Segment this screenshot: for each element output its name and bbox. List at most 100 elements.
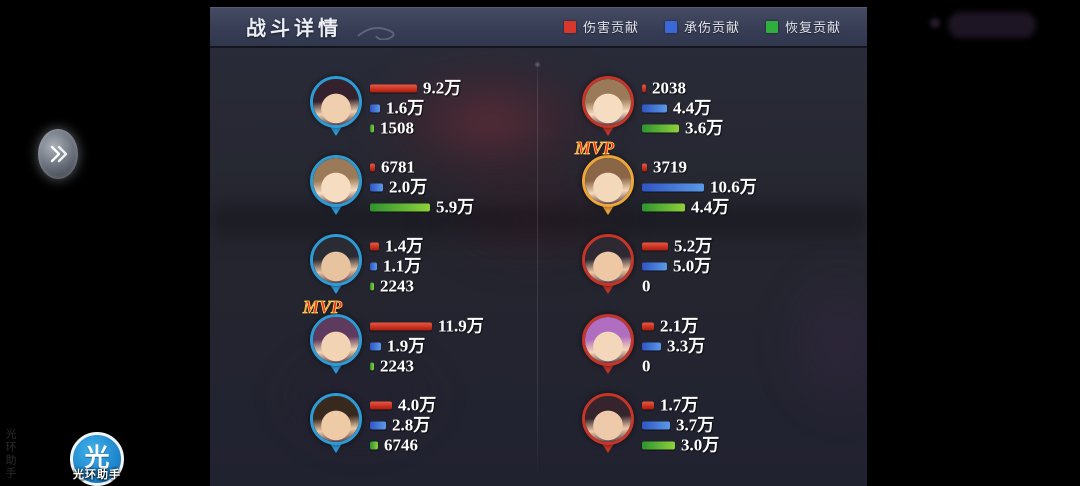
character-avatar[interactable] xyxy=(310,314,362,378)
halo-assistant-floating-button[interactable]: 光 xyxy=(70,432,124,486)
healing-value: 0 xyxy=(642,276,651,296)
avatar-ring xyxy=(310,314,362,366)
halo-logo-icon: 光 xyxy=(84,444,110,472)
avatar-ring xyxy=(310,393,362,445)
character-avatar[interactable] xyxy=(310,76,362,140)
character-avatar[interactable] xyxy=(310,234,362,298)
tanking-stat: 1.6万 xyxy=(370,100,575,117)
contribution-stats: 3719 10.6万 4.4万 xyxy=(642,159,847,216)
avatar-portrait-male-dark-hair xyxy=(585,237,631,283)
character-avatar[interactable] xyxy=(582,155,634,219)
damage-bar xyxy=(370,401,392,409)
damage-bar xyxy=(642,84,646,92)
tanking-bar xyxy=(370,421,386,429)
damage-stat: 4.0万 xyxy=(370,397,575,414)
tanking-bar xyxy=(642,262,667,270)
legend-swatch-icon xyxy=(563,20,576,33)
avatar-portrait-girl-pink-hair xyxy=(585,317,631,363)
damage-value: 9.2万 xyxy=(423,78,462,98)
damage-bar xyxy=(642,322,654,330)
tanking-value: 1.9万 xyxy=(387,336,426,356)
healing-value: 1508 xyxy=(380,118,414,138)
character-row: 6781 2.0万 5.9万 xyxy=(310,155,578,219)
healing-value: 4.4万 xyxy=(691,197,730,217)
character-avatar[interactable] xyxy=(582,234,634,298)
damage-value: 6781 xyxy=(381,157,415,177)
avatar-portrait-girl-brown-hair xyxy=(585,79,631,125)
contribution-stats: 2038 4.4万 3.6万 xyxy=(642,80,847,137)
character-avatar[interactable] xyxy=(582,76,634,140)
legend-swatch-icon xyxy=(664,20,677,33)
avatar-portrait-woman-purple-hair xyxy=(313,317,359,363)
damage-stat: 11.9万 xyxy=(370,318,575,335)
tanking-value: 2.8万 xyxy=(392,415,431,435)
avatar-portrait-male-dark-hair-gem xyxy=(313,396,359,442)
damage-bar xyxy=(370,84,417,92)
contribution-stats: 6781 2.0万 5.9万 xyxy=(370,159,575,216)
damage-bar xyxy=(370,163,375,171)
avatar-ring xyxy=(582,234,634,286)
halo-watermark-vertical: 光环助手 xyxy=(4,428,16,480)
top-right-dimmed-button[interactable] xyxy=(948,12,1036,38)
tanking-stat: 3.7万 xyxy=(642,417,847,434)
character-row: 1.7万 3.7万 3.0万 xyxy=(582,393,850,457)
healing-bar xyxy=(642,441,675,449)
tanking-stat: 5.0万 xyxy=(642,258,847,275)
avatar-ring xyxy=(310,234,362,286)
avatar-pointer xyxy=(329,283,343,294)
legend-label: 伤害贡献 xyxy=(582,20,639,35)
expand-panel-button[interactable] xyxy=(38,129,78,179)
contribution-stats: 5.2万 5.0万 0 xyxy=(642,238,847,295)
panel-header: 战斗详情 伤害贡献 承伤贡献 恢复贡献 xyxy=(210,7,867,48)
dimmed-indicator-dot xyxy=(930,18,940,28)
healing-value: 5.9万 xyxy=(436,197,475,217)
healing-stat: 0 xyxy=(642,358,847,375)
healing-bar xyxy=(642,124,679,132)
tanking-stat: 2.8万 xyxy=(370,417,575,434)
legend-item: 伤害贡献 xyxy=(563,17,639,36)
tanking-bar xyxy=(370,342,381,350)
avatar-pointer xyxy=(329,125,343,136)
damage-bar xyxy=(642,242,668,250)
tanking-stat: 10.6万 xyxy=(642,179,847,196)
legend-label: 承伤贡献 xyxy=(683,20,740,35)
character-row: 2038 4.4万 3.6万 xyxy=(582,76,850,140)
healing-stat: 4.4万 xyxy=(642,199,847,216)
avatar-portrait-short-brown-hair xyxy=(585,158,631,204)
page-title: 战斗详情 xyxy=(246,18,342,40)
healing-value: 6746 xyxy=(384,435,418,455)
character-row: 9.2万 1.6万 1508 xyxy=(310,76,578,140)
tanking-value: 3.7万 xyxy=(676,415,715,435)
contribution-stats: 9.2万 1.6万 1508 xyxy=(370,80,575,137)
double-chevron-right-icon xyxy=(50,145,68,163)
avatar-portrait-male-dark-hair xyxy=(313,79,359,125)
avatar-pointer xyxy=(329,204,343,215)
avatar-ring xyxy=(310,155,362,207)
damage-stat: 1.7万 xyxy=(642,397,847,414)
damage-bar xyxy=(370,322,432,330)
contribution-stats: 11.9万 1.9万 2243 xyxy=(370,318,575,375)
tanking-bar xyxy=(370,262,377,270)
tanking-stat: 4.4万 xyxy=(642,100,847,117)
avatar-portrait-bearded-man-dark-hair xyxy=(313,237,359,283)
healing-bar xyxy=(370,203,430,211)
battle-details-panel: 战斗详情 伤害贡献 承伤贡献 恢复贡献 9.2万 1.6万 1508 xyxy=(210,7,867,486)
character-avatar[interactable] xyxy=(310,155,362,219)
avatar-portrait-girl-brown-hair xyxy=(313,158,359,204)
avatar-ring xyxy=(582,155,634,207)
healing-bar xyxy=(370,124,374,132)
halo-assistant-label: 光环助手 xyxy=(73,469,121,481)
damage-stat: 6781 xyxy=(370,159,575,176)
character-avatar[interactable] xyxy=(582,314,634,378)
tanking-bar xyxy=(642,104,667,112)
legend: 伤害贡献 承伤贡献 恢复贡献 xyxy=(563,17,841,36)
damage-stat: 2038 xyxy=(642,80,847,97)
damage-stat: 1.4万 xyxy=(370,238,575,255)
damage-stat: 5.2万 xyxy=(642,238,847,255)
character-avatar[interactable] xyxy=(310,393,362,457)
damage-value: 4.0万 xyxy=(398,395,437,415)
avatar-portrait-long-dark-hair xyxy=(585,396,631,442)
character-avatar[interactable] xyxy=(582,393,634,457)
healing-value: 3.0万 xyxy=(681,435,720,455)
healing-stat: 1508 xyxy=(370,120,575,137)
